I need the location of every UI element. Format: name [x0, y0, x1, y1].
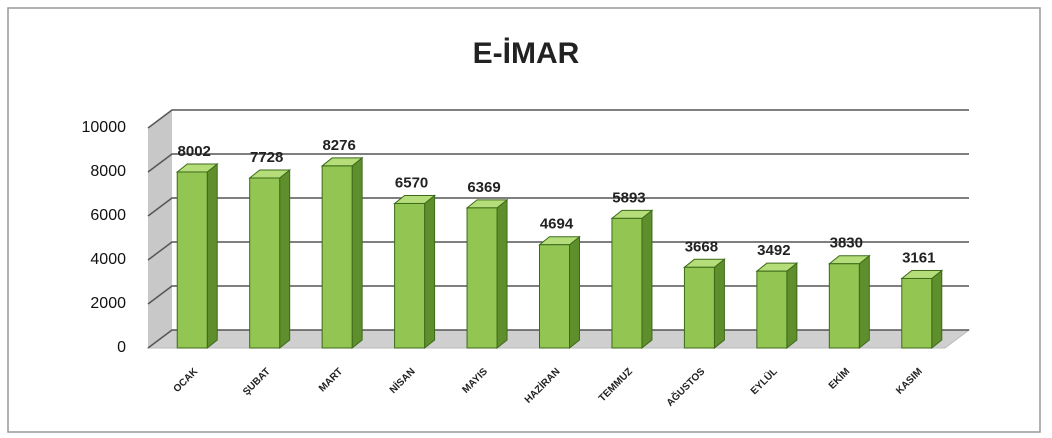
y-tick-label: 10000 [82, 119, 127, 136]
value-label: 8276 [322, 137, 355, 154]
bar [683, 266, 715, 349]
chart-title: E-İMAR [473, 37, 580, 70]
value-label: 3668 [685, 238, 718, 255]
value-label: 7728 [250, 149, 283, 166]
bar-side [786, 262, 798, 350]
side-wall [148, 110, 172, 348]
bar [828, 263, 860, 349]
bar [539, 244, 570, 349]
y-tick-label: 6000 [90, 207, 126, 224]
grid-line [147, 241, 969, 261]
bar-side [931, 269, 943, 350]
value-label: 3492 [757, 242, 790, 259]
bar-side [351, 156, 363, 350]
value-label: 3161 [902, 249, 935, 266]
bar-side [569, 235, 580, 350]
value-label: 6570 [395, 174, 428, 191]
bar [611, 217, 643, 349]
grid-line [147, 153, 969, 173]
grid-line [147, 197, 969, 217]
value-label: 3830 [830, 235, 863, 252]
bar-side [206, 162, 218, 350]
bar [901, 277, 933, 349]
bar [466, 207, 498, 349]
bar-side [713, 258, 725, 350]
y-tick-label: 0 [117, 339, 126, 356]
bar [321, 165, 353, 349]
bar [249, 177, 281, 349]
value-label: 5893 [612, 189, 645, 206]
bar [176, 171, 208, 349]
bar [756, 270, 788, 349]
y-tick-label: 2000 [90, 295, 126, 312]
bar-side [424, 194, 436, 350]
bar-side [496, 198, 508, 350]
bar [394, 202, 426, 349]
bar-side [279, 168, 291, 350]
y-tick-label: 8000 [90, 163, 126, 180]
value-label: 6369 [467, 179, 500, 196]
bar-side [641, 209, 653, 350]
value-label: 4694 [540, 216, 574, 233]
grid-line [147, 109, 969, 129]
y-tick-label: 4000 [90, 251, 126, 268]
bar-side [858, 254, 870, 350]
value-label: 8002 [178, 143, 211, 160]
